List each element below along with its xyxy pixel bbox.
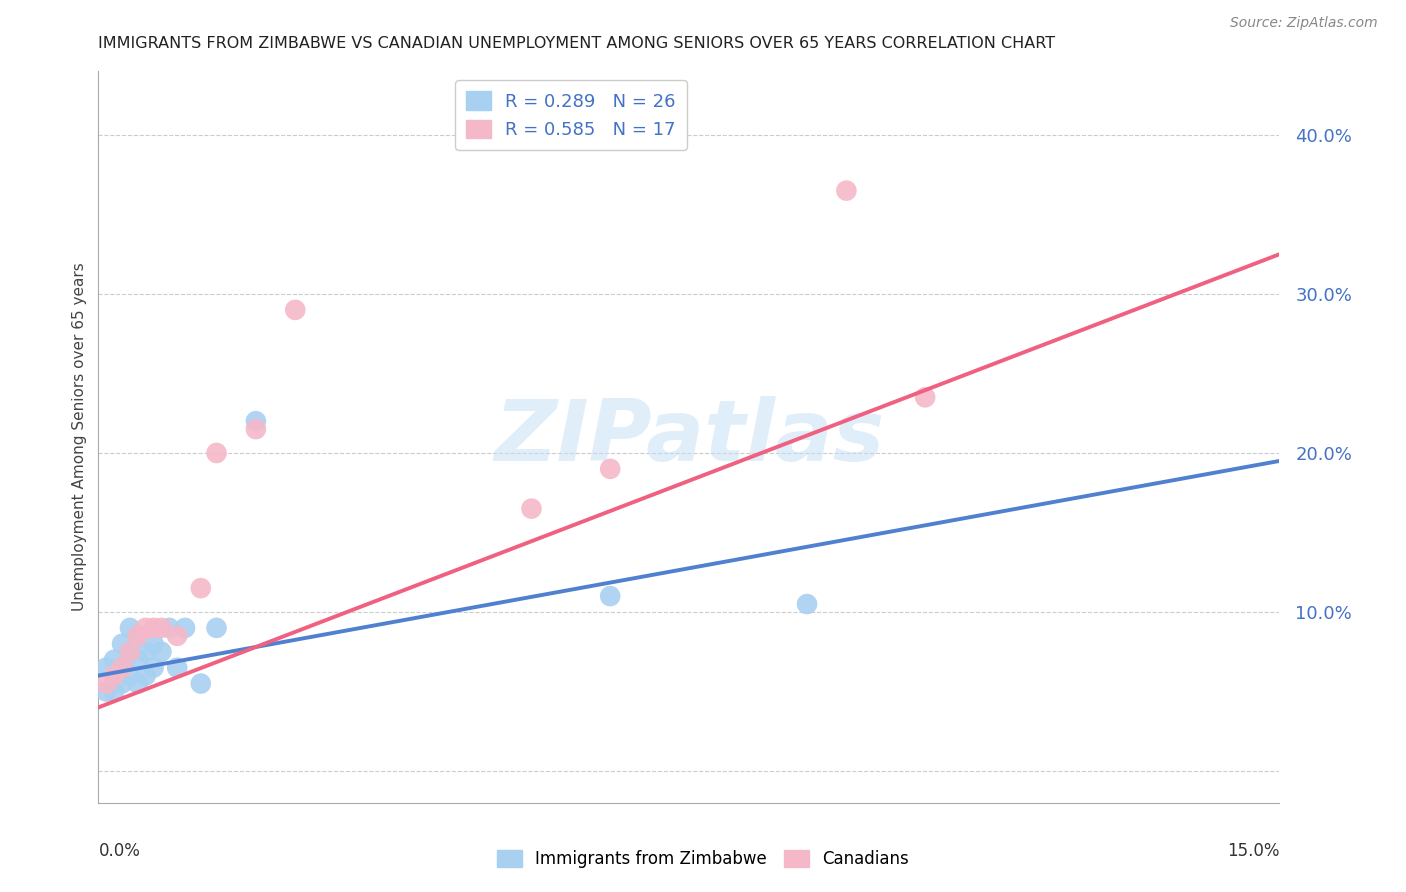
Point — [150, 645, 173, 659]
Point — [157, 621, 180, 635]
Point — [796, 597, 818, 611]
Point — [135, 668, 157, 682]
Point — [166, 660, 188, 674]
Point — [914, 390, 936, 404]
Point — [127, 629, 149, 643]
Point — [142, 637, 165, 651]
Point — [96, 660, 118, 674]
Text: 15.0%: 15.0% — [1227, 842, 1279, 860]
Point — [96, 684, 118, 698]
Point — [118, 621, 141, 635]
Point — [135, 645, 157, 659]
Point — [142, 621, 165, 635]
Point — [111, 676, 134, 690]
Point — [245, 422, 267, 436]
Point — [118, 668, 141, 682]
Point — [118, 645, 141, 659]
Point — [599, 589, 621, 603]
Point — [111, 660, 134, 674]
Text: 0.0%: 0.0% — [98, 842, 141, 860]
Point — [135, 621, 157, 635]
Point — [150, 621, 173, 635]
Text: Source: ZipAtlas.com: Source: ZipAtlas.com — [1230, 16, 1378, 29]
Point — [96, 676, 118, 690]
Legend: Immigrants from Zimbabwe, Canadians: Immigrants from Zimbabwe, Canadians — [491, 843, 915, 875]
Point — [103, 653, 125, 667]
Point — [284, 302, 307, 317]
Point — [127, 676, 149, 690]
Point — [599, 462, 621, 476]
Point — [190, 581, 212, 595]
Text: IMMIGRANTS FROM ZIMBABWE VS CANADIAN UNEMPLOYMENT AMONG SENIORS OVER 65 YEARS CO: IMMIGRANTS FROM ZIMBABWE VS CANADIAN UNE… — [98, 36, 1056, 51]
Point — [205, 621, 228, 635]
Point — [111, 637, 134, 651]
Point — [103, 668, 125, 682]
Point — [245, 414, 267, 428]
Point — [127, 653, 149, 667]
Point — [127, 629, 149, 643]
Point — [166, 629, 188, 643]
Point — [835, 184, 858, 198]
Y-axis label: Unemployment Among Seniors over 65 years: Unemployment Among Seniors over 65 years — [72, 263, 87, 611]
Point — [205, 446, 228, 460]
Text: ZIPatlas: ZIPatlas — [494, 395, 884, 479]
Point — [190, 676, 212, 690]
Point — [103, 684, 125, 698]
Point — [118, 645, 141, 659]
Point — [174, 621, 197, 635]
Point — [520, 501, 543, 516]
Legend: R = 0.289   N = 26, R = 0.585   N = 17: R = 0.289 N = 26, R = 0.585 N = 17 — [456, 80, 686, 150]
Point — [111, 660, 134, 674]
Point — [142, 660, 165, 674]
